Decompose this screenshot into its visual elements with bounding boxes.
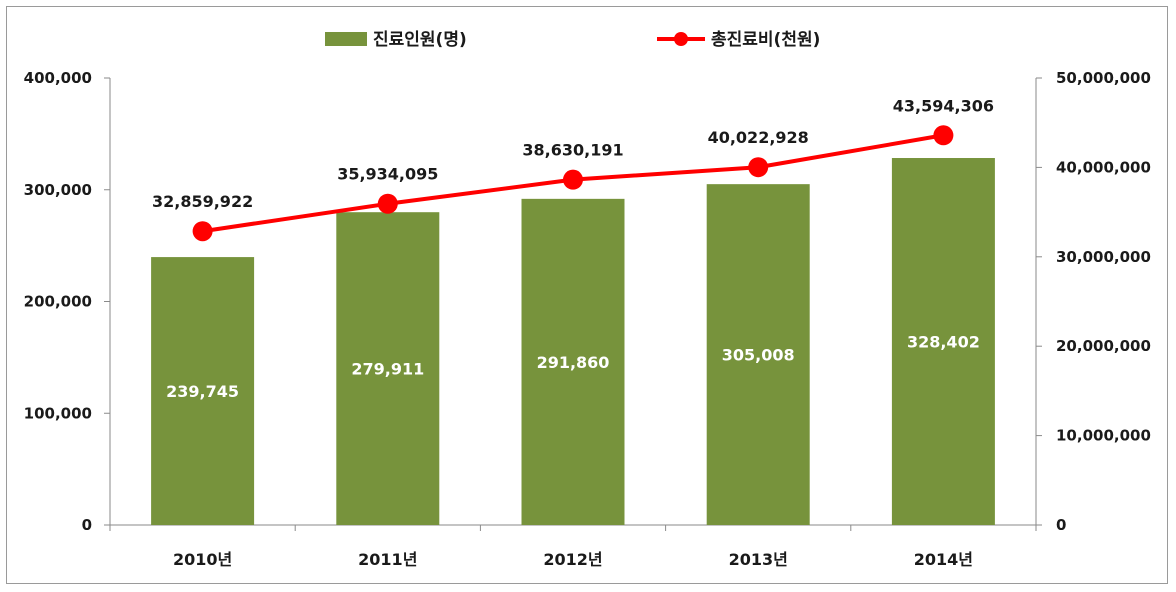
line-series: 32,859,922 35,934,095 38,630,191 40,022,928… bbox=[152, 96, 994, 242]
left-tick-label: 200,000 bbox=[24, 293, 92, 311]
left-tick-label: 400,000 bbox=[24, 69, 92, 87]
line-point bbox=[933, 125, 954, 146]
line-value-label: 32,859,922 bbox=[152, 192, 253, 211]
line-value-label: 38,630,191 bbox=[522, 141, 623, 160]
bar bbox=[336, 212, 440, 525]
bar-value-label: 239,745 bbox=[166, 382, 239, 401]
legend-bar-label: 진료인원(명) bbox=[373, 30, 467, 50]
bar bbox=[151, 257, 255, 525]
legend-bar-swatch bbox=[325, 32, 367, 46]
right-tick-label: 50,000,000 bbox=[1056, 69, 1151, 87]
axes: 0 100,000 200,000 300,000 400,000 0 10,000,000… bbox=[24, 69, 1151, 569]
right-tick-label: 30,000,000 bbox=[1056, 248, 1151, 266]
line-value-label: 35,934,095 bbox=[337, 165, 438, 184]
bar bbox=[706, 184, 810, 525]
right-tick-label: 10,000,000 bbox=[1056, 427, 1151, 445]
bar-value-label: 305,008 bbox=[722, 346, 795, 365]
bar bbox=[891, 158, 995, 526]
bar-value-label: 291,860 bbox=[537, 353, 610, 372]
bars: 239,745 279,911 291,860 305,008 328,402 bbox=[151, 158, 995, 526]
bar bbox=[521, 198, 625, 526]
chart-frame: 진료인원(명) 총진료비(천원) 0 100,000 200,000 300,000 4… bbox=[6, 6, 1168, 584]
x-category-label: 2013년 bbox=[729, 550, 788, 569]
bar-value-label: 328,402 bbox=[907, 333, 980, 352]
line-point bbox=[748, 157, 769, 178]
line-value-label: 43,594,306 bbox=[893, 96, 994, 115]
right-tick-label: 40,000,000 bbox=[1056, 158, 1151, 176]
legend-line-label: 총진료비(천원) bbox=[711, 30, 820, 50]
line-value-label: 40,022,928 bbox=[708, 128, 809, 147]
left-tick-label: 300,000 bbox=[24, 181, 92, 199]
x-category-label: 2011년 bbox=[358, 550, 417, 569]
bar-value-label: 279,911 bbox=[351, 360, 424, 379]
line-point bbox=[377, 193, 398, 214]
x-category-label: 2012년 bbox=[543, 550, 602, 569]
line-point bbox=[563, 169, 583, 190]
x-category-label: 2010년 bbox=[173, 550, 232, 569]
line-point bbox=[192, 221, 213, 242]
right-tick-label: 0 bbox=[1056, 516, 1066, 534]
left-tick-label: 0 bbox=[82, 516, 92, 534]
x-category-label: 2014년 bbox=[914, 550, 973, 569]
legend: 진료인원(명) 총진료비(천원) bbox=[325, 30, 820, 50]
left-tick-label: 100,000 bbox=[24, 404, 92, 422]
legend-line-marker bbox=[674, 32, 688, 46]
right-tick-label: 20,000,000 bbox=[1056, 337, 1151, 355]
combo-chart: 진료인원(명) 총진료비(천원) 0 100,000 200,000 300,000 4… bbox=[24, 30, 1151, 569]
